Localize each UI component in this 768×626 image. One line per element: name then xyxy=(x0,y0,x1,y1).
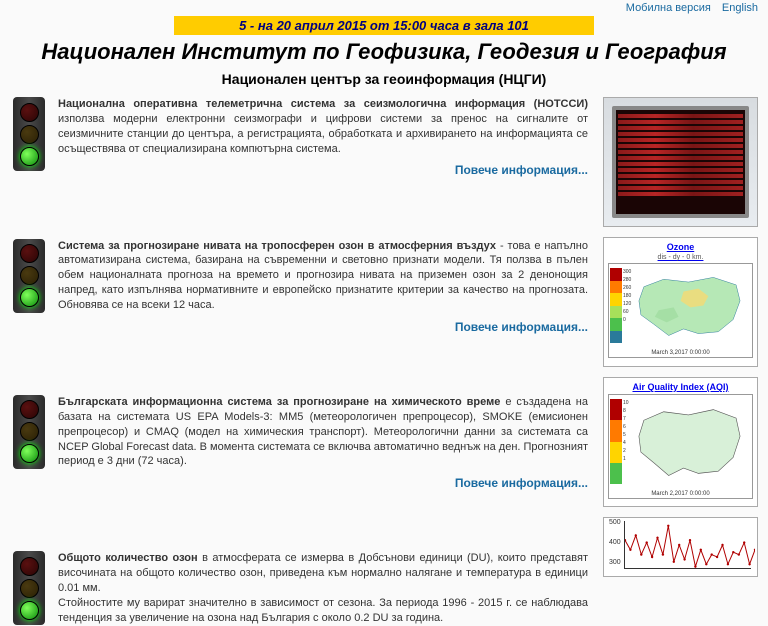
line-chart: 500 400 300 xyxy=(624,521,751,569)
more-info-link[interactable]: Повече информация... xyxy=(58,475,588,491)
traffic-light-yellow xyxy=(20,125,39,144)
traffic-light-red xyxy=(20,103,39,122)
status-traffic-light xyxy=(10,239,48,335)
section-text: Българската информационна система за про… xyxy=(58,395,588,491)
section-total-ozone: Общото количество озон в атмосферата се … xyxy=(10,551,588,625)
more-info-link[interactable]: Повече информация... xyxy=(58,319,588,335)
ozone-map: 300280260180120600 March 3,2017 0:00:00 xyxy=(608,263,753,358)
traffic-light-red xyxy=(20,244,39,263)
map-title: Ozone xyxy=(608,242,753,252)
section-chemical-weather: Българската информационна система за про… xyxy=(10,395,588,491)
map-subtitle: dis - dy - 0 km. xyxy=(608,254,753,261)
mobile-version-link[interactable]: Мобилна версия xyxy=(626,2,711,14)
sidebar: Ozone dis - dy - 0 km. 30028026018012060… xyxy=(603,97,758,626)
traffic-light-green-on xyxy=(20,288,39,307)
status-traffic-light xyxy=(10,97,48,179)
traffic-light-yellow xyxy=(20,266,39,285)
page-subtitle: Национален център за геоинформация (НЦГИ… xyxy=(0,71,768,87)
section-ozone-forecast: Система за прогнозиране нивата на тропос… xyxy=(10,239,588,335)
section-text: Общото количество озон в атмосферата се … xyxy=(58,551,588,625)
aqi-map: 108765421 March 2,2017 0:00:00 xyxy=(608,394,753,499)
section-text: Система за прогнозиране нивата на тропос… xyxy=(58,239,588,335)
map-title: Air Quality Index (AQI) xyxy=(608,382,753,392)
seismograph-screen xyxy=(612,106,749,218)
main-content: Национална оперативна телеметрична систе… xyxy=(10,97,588,626)
traffic-light-red xyxy=(20,557,39,576)
thumb-ozone-timeseries[interactable]: 500 400 300 xyxy=(603,517,758,577)
status-traffic-light xyxy=(10,395,48,491)
traffic-light-yellow xyxy=(20,579,39,598)
traffic-light-green-on xyxy=(20,147,39,166)
thumb-seismograph[interactable] xyxy=(603,97,758,227)
more-info-link[interactable]: Повече информация... xyxy=(58,162,588,178)
section-seismology: Национална оперативна телеметрична систе… xyxy=(10,97,588,179)
traffic-light-red xyxy=(20,400,39,419)
traffic-light-green-on xyxy=(20,444,39,463)
traffic-light-yellow xyxy=(20,422,39,441)
section-text: Национална оперативна телеметрична систе… xyxy=(58,97,588,179)
page-title: Национален Институт по Геофизика, Геодез… xyxy=(0,39,768,65)
english-link[interactable]: English xyxy=(722,2,758,14)
traffic-light-green-on xyxy=(20,601,39,620)
status-traffic-light xyxy=(10,551,48,625)
announcement-banner: 5 - на 20 април 2015 от 15:00 часа в зал… xyxy=(174,16,594,35)
map-date: March 3,2017 0:00:00 xyxy=(609,350,752,356)
thumb-aqi-map[interactable]: Air Quality Index (AQI) 108765421 March … xyxy=(603,377,758,507)
map-date: March 2,2017 0:00:00 xyxy=(609,491,752,497)
thumb-ozone-map[interactable]: Ozone dis - dy - 0 km. 30028026018012060… xyxy=(603,237,758,367)
